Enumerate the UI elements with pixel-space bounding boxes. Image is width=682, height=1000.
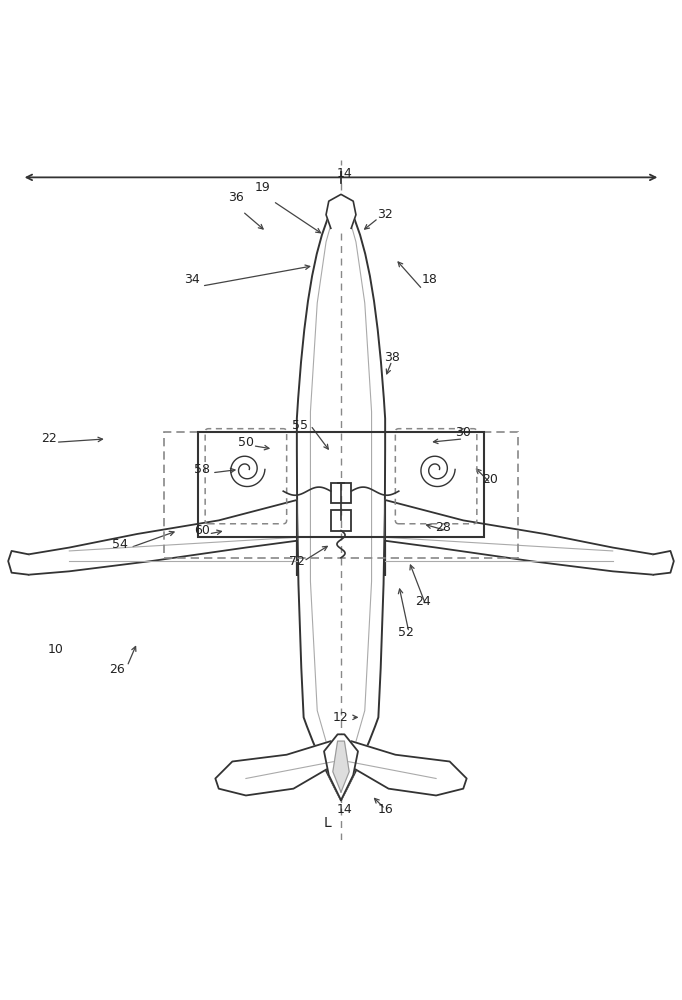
Text: 22: 22 (41, 432, 57, 445)
Text: 14: 14 (336, 167, 353, 180)
Text: 20: 20 (482, 473, 499, 486)
Text: 12: 12 (333, 711, 349, 724)
Polygon shape (333, 741, 349, 792)
Polygon shape (385, 500, 657, 575)
Text: 54: 54 (113, 538, 128, 551)
Text: 16: 16 (377, 803, 393, 816)
Text: 32: 32 (377, 208, 393, 221)
Polygon shape (348, 741, 466, 795)
Text: 72: 72 (289, 555, 305, 568)
Polygon shape (653, 551, 674, 575)
Text: 38: 38 (384, 351, 400, 364)
Text: 28: 28 (435, 521, 451, 534)
Polygon shape (216, 741, 334, 795)
Text: 34: 34 (183, 273, 199, 286)
Text: 19: 19 (255, 181, 271, 194)
Polygon shape (326, 194, 356, 228)
Bar (198, 432, 484, 537)
Polygon shape (324, 734, 358, 800)
Text: 18: 18 (421, 273, 437, 286)
Text: 30: 30 (456, 426, 471, 439)
Text: 26: 26 (109, 663, 125, 676)
Bar (164, 432, 518, 558)
Text: 55: 55 (293, 419, 308, 432)
Text: 14: 14 (336, 803, 353, 816)
Text: L: L (323, 816, 331, 830)
Bar (331, 483, 351, 503)
Text: 60: 60 (194, 524, 209, 537)
Polygon shape (8, 551, 29, 575)
Text: 52: 52 (398, 626, 413, 639)
Text: 24: 24 (415, 595, 430, 608)
Polygon shape (25, 500, 297, 575)
Text: 50: 50 (238, 436, 254, 449)
Text: 36: 36 (228, 191, 243, 204)
Text: 10: 10 (48, 643, 63, 656)
Text: 58: 58 (194, 463, 210, 476)
Bar (331, 510, 351, 531)
